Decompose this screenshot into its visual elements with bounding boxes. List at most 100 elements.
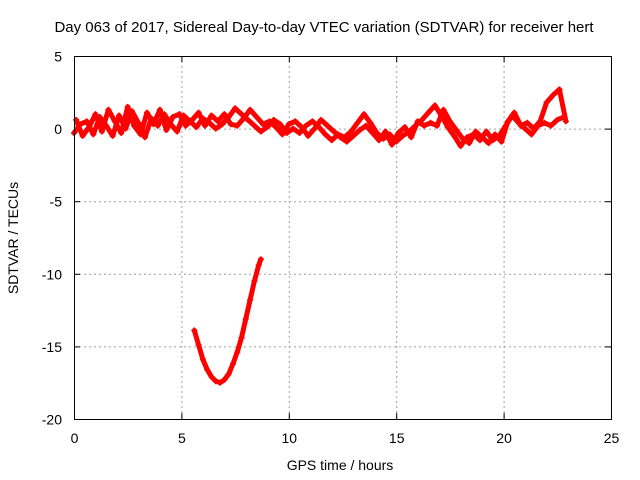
data-point (388, 141, 395, 148)
data-point (434, 122, 441, 129)
data-point (369, 129, 376, 136)
data-point (318, 116, 325, 123)
data-point (86, 124, 93, 131)
data-point (98, 128, 105, 135)
data-point (221, 111, 228, 118)
data-point (541, 119, 548, 126)
data-point (232, 105, 239, 112)
data-point (492, 131, 499, 138)
x-tick-label: 15 (389, 430, 405, 446)
data-point (337, 134, 344, 141)
data-point (208, 112, 215, 119)
data-point (174, 128, 181, 135)
y-tick-label: -15 (42, 339, 62, 355)
data-point (253, 113, 260, 120)
grid-lines (74, 56, 611, 419)
chart-title: Day 063 of 2017, Sidereal Day-to-day VTE… (54, 19, 594, 36)
data-point (382, 128, 389, 135)
data-point (440, 106, 447, 113)
x-tick-label: 0 (71, 430, 79, 446)
data-point (135, 119, 142, 126)
y-tick-label: 5 (54, 49, 62, 65)
data-point (479, 134, 486, 141)
data-point (238, 111, 245, 118)
data-point (504, 118, 511, 125)
data-point (498, 138, 505, 145)
data-point (537, 118, 544, 125)
data-point (485, 140, 492, 147)
data-point (427, 119, 434, 126)
data-point (116, 112, 123, 119)
data-point (298, 124, 305, 131)
data-point (199, 356, 206, 363)
data-point (277, 121, 284, 128)
data-point (530, 125, 537, 132)
plot-frame (74, 56, 612, 420)
data-point (425, 109, 432, 116)
data-point (229, 360, 236, 367)
data-point (247, 106, 254, 113)
data-point (156, 106, 163, 113)
data-point (290, 125, 297, 132)
data-point (399, 132, 406, 139)
data-point (528, 131, 535, 138)
data-point (225, 370, 232, 377)
data-point (109, 132, 116, 139)
data-point (191, 327, 198, 334)
data-point (285, 121, 292, 128)
data-point (517, 122, 524, 129)
data-point (144, 109, 151, 116)
data-point (457, 143, 464, 150)
data-point (431, 102, 438, 109)
data-point (182, 122, 189, 129)
data-point (227, 121, 234, 128)
data-point (360, 111, 367, 118)
data-point (217, 379, 224, 386)
data-point (257, 128, 264, 135)
data-point (511, 109, 518, 116)
data-point (242, 315, 249, 322)
data-point (350, 132, 357, 139)
data-point (214, 118, 221, 125)
y-axis-label: SDTVAR / TECUs (5, 182, 21, 294)
data-point (83, 118, 90, 125)
data-point (255, 262, 262, 269)
data-point (543, 99, 550, 106)
data-point (266, 118, 273, 125)
data-point (195, 109, 202, 116)
series-line (191, 256, 264, 386)
x-axis-label: GPS time / hours (287, 457, 394, 473)
data-point (292, 118, 299, 125)
data-point (240, 115, 247, 122)
data-point (376, 137, 383, 144)
x-tick-label: 20 (496, 430, 512, 446)
data-point (444, 124, 451, 131)
data-point (305, 132, 312, 139)
data-point (193, 124, 200, 131)
data-point (212, 378, 219, 385)
series-2 (191, 256, 264, 386)
data-point (550, 92, 557, 99)
data-point (279, 131, 286, 138)
x-tick-label: 25 (604, 430, 620, 446)
data-point (176, 111, 183, 118)
data-point (111, 118, 118, 125)
data-point (414, 118, 421, 125)
data-point (472, 128, 479, 135)
data-point (163, 127, 170, 134)
data-point (408, 134, 415, 141)
data-series (71, 86, 569, 386)
data-point (363, 122, 370, 129)
data-point (302, 122, 309, 129)
y-tick-label: 0 (54, 121, 62, 137)
data-point (421, 122, 428, 129)
data-point (251, 278, 258, 285)
data-point (348, 128, 355, 135)
data-point (238, 334, 245, 341)
data-point (244, 116, 251, 123)
data-point (328, 137, 335, 144)
data-point (395, 129, 402, 136)
data-point (264, 124, 271, 131)
data-point (524, 119, 531, 126)
data-point (311, 125, 318, 132)
